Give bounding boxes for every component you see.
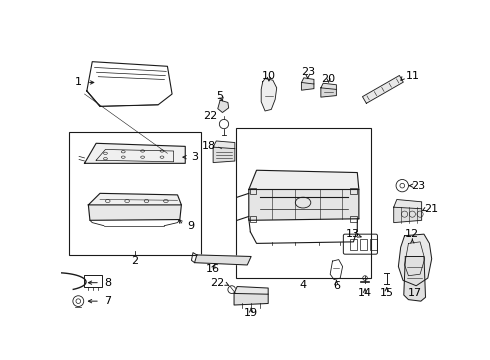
Polygon shape <box>88 193 181 205</box>
Bar <box>69 132 201 255</box>
Text: 18: 18 <box>202 141 216 150</box>
Text: 21: 21 <box>424 204 438 214</box>
Text: 20: 20 <box>321 73 336 84</box>
Polygon shape <box>213 141 235 149</box>
Polygon shape <box>301 78 314 84</box>
Polygon shape <box>321 88 336 97</box>
Text: 22: 22 <box>203 111 218 121</box>
Polygon shape <box>218 100 229 112</box>
Polygon shape <box>301 82 314 90</box>
Polygon shape <box>394 207 421 222</box>
Text: 11: 11 <box>406 71 420 81</box>
Text: 13: 13 <box>345 229 360 239</box>
Text: 22: 22 <box>210 278 224 288</box>
Polygon shape <box>404 256 425 301</box>
Bar <box>236 128 371 278</box>
Text: 15: 15 <box>380 288 394 298</box>
Text: 7: 7 <box>104 296 111 306</box>
Polygon shape <box>261 78 277 111</box>
Text: 17: 17 <box>408 288 422 298</box>
Bar <box>249 216 256 222</box>
Bar <box>350 216 357 222</box>
Text: 6: 6 <box>333 281 340 291</box>
Text: 23: 23 <box>412 181 426 191</box>
Polygon shape <box>363 76 403 103</box>
Text: 16: 16 <box>205 264 220 274</box>
Polygon shape <box>234 293 268 305</box>
Polygon shape <box>84 143 185 163</box>
Text: 23: 23 <box>301 67 315 77</box>
Text: 4: 4 <box>299 280 307 290</box>
Text: 1: 1 <box>75 77 82 87</box>
Bar <box>349 239 357 249</box>
Text: 14: 14 <box>358 288 372 298</box>
Polygon shape <box>88 205 181 220</box>
Bar <box>249 188 256 194</box>
Bar <box>369 239 377 249</box>
Polygon shape <box>195 255 251 265</box>
Polygon shape <box>321 83 336 89</box>
Bar <box>350 188 357 194</box>
Text: 9: 9 <box>188 221 195 231</box>
Polygon shape <box>234 287 268 294</box>
Polygon shape <box>398 234 432 286</box>
Bar <box>360 239 368 249</box>
Text: 12: 12 <box>405 229 419 239</box>
Text: 8: 8 <box>104 278 111 288</box>
Text: 2: 2 <box>131 256 139 266</box>
Polygon shape <box>394 199 421 209</box>
Polygon shape <box>249 189 359 220</box>
Text: 19: 19 <box>244 308 258 318</box>
Text: 3: 3 <box>192 152 198 162</box>
Text: 10: 10 <box>262 71 276 81</box>
Polygon shape <box>249 170 359 189</box>
Text: 5: 5 <box>217 91 223 100</box>
Polygon shape <box>213 147 235 163</box>
